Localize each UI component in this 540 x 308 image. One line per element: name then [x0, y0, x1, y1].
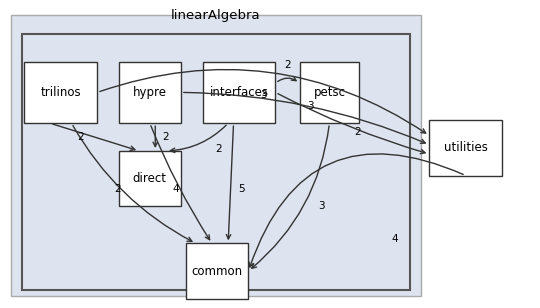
- Text: 4: 4: [172, 184, 179, 194]
- Text: trilinos: trilinos: [40, 86, 81, 99]
- Text: 2: 2: [215, 144, 222, 154]
- Bar: [24, 62, 97, 123]
- Text: 2: 2: [78, 132, 84, 142]
- Text: 3: 3: [260, 91, 267, 100]
- Bar: [119, 151, 181, 206]
- Bar: [119, 62, 181, 123]
- Text: 4: 4: [392, 234, 398, 244]
- Bar: [300, 62, 359, 123]
- Bar: [11, 15, 421, 296]
- Text: utilities: utilities: [444, 141, 488, 154]
- Bar: [429, 120, 502, 176]
- Text: 5: 5: [238, 184, 245, 194]
- Text: 2: 2: [114, 184, 121, 194]
- Text: 2: 2: [354, 128, 361, 137]
- Text: 3: 3: [307, 101, 314, 111]
- Text: petsc: petsc: [313, 86, 346, 99]
- Text: linearAlgebra: linearAlgebra: [171, 9, 261, 22]
- Text: direct: direct: [133, 172, 167, 185]
- Text: 3: 3: [318, 201, 325, 211]
- Bar: [186, 243, 248, 299]
- Bar: [22, 34, 410, 290]
- Text: hypre: hypre: [133, 86, 167, 99]
- Text: common: common: [192, 265, 243, 278]
- Text: interfaces: interfaces: [210, 86, 268, 99]
- Bar: [202, 62, 275, 123]
- Text: 2: 2: [284, 60, 291, 70]
- Text: 2: 2: [163, 132, 170, 142]
